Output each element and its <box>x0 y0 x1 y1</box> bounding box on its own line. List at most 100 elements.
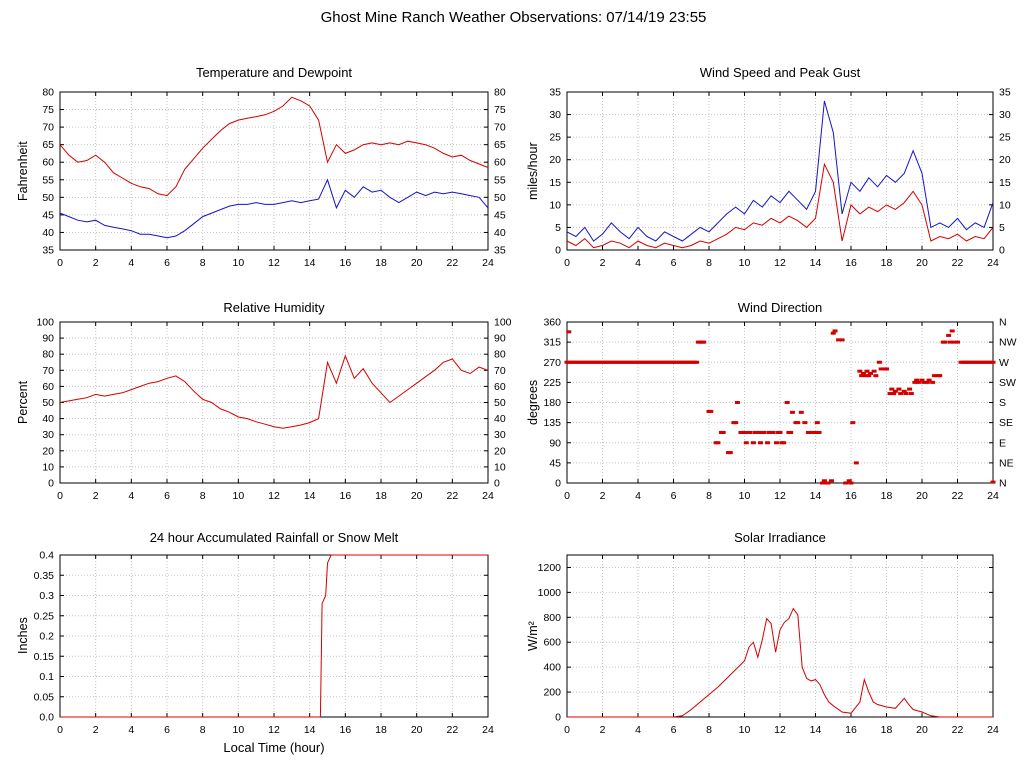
svg-text:0.25: 0.25 <box>34 610 55 622</box>
page-title: Ghost Mine Ranch Weather Observations: 0… <box>320 9 707 26</box>
svg-text:0.4: 0.4 <box>39 550 54 562</box>
svg-text:0.05: 0.05 <box>34 691 55 703</box>
series-wind-speed <box>566 162 994 249</box>
svg-text:8: 8 <box>200 724 206 736</box>
svg-text:8: 8 <box>200 490 206 502</box>
svg-text:12: 12 <box>268 724 280 736</box>
svg-text:20: 20 <box>411 257 423 269</box>
svg-text:5: 5 <box>999 222 1005 234</box>
svg-text:20: 20 <box>916 257 928 269</box>
svg-text:14: 14 <box>810 257 822 269</box>
svg-text:0.15: 0.15 <box>34 651 55 663</box>
svg-text:6: 6 <box>164 490 170 502</box>
svg-text:20: 20 <box>916 724 928 736</box>
tick-labels: 0102030405060708090100010203040506070809… <box>36 317 511 503</box>
rainfall-chart: 0.0 0.05 0.1 0.15 0.2 0.25 0.3 0.35 0.4 0 2 4 6 8 10 12… <box>0 520 513 772</box>
svg-text:20: 20 <box>999 154 1011 166</box>
svg-text:18: 18 <box>375 257 387 269</box>
wind-speed-gust-chart: 0 5 10 15 20 25 30 35 0 5 10 15 20 25 30 35 0 2 4 6 8 10 12 14 1… <box>514 55 1027 270</box>
svg-text:70: 70 <box>494 122 506 134</box>
wind-direction-chart: 0 45 90 135 180 225 270 315 360 N NE E SE S SW W NW N 0 2 4 6… <box>514 290 1027 505</box>
svg-text:50: 50 <box>42 192 54 204</box>
svg-text:12: 12 <box>774 490 786 502</box>
svg-text:SW: SW <box>999 377 1016 389</box>
svg-text:225: 225 <box>543 377 561 389</box>
relative-humidity-plot: 0102030405060708090100010203040506070809… <box>36 317 511 503</box>
rainfall-plot: 0.00.050.10.150.20.250.30.350.40 2 4 6 8 10 12… <box>34 550 494 737</box>
x-axis-label-local-time: Local Time (hour) <box>223 740 325 755</box>
gridlines <box>566 555 994 718</box>
svg-text:18: 18 <box>375 490 387 502</box>
tick-marks <box>566 555 994 718</box>
y-axis-label-fahrenheit: Fahrenheit <box>16 141 30 201</box>
svg-text:35: 35 <box>999 87 1011 99</box>
series-humidity <box>59 354 489 429</box>
svg-text:0: 0 <box>57 257 63 269</box>
svg-text:6: 6 <box>671 724 677 736</box>
svg-text:75: 75 <box>494 104 506 116</box>
svg-text:0: 0 <box>494 478 500 490</box>
svg-text:90: 90 <box>494 333 506 345</box>
chart-title-wind-direction: Wind Direction <box>737 300 823 315</box>
svg-text:0: 0 <box>48 478 54 490</box>
svg-text:8: 8 <box>706 724 712 736</box>
svg-text:20: 20 <box>411 724 423 736</box>
svg-text:0: 0 <box>564 257 570 269</box>
svg-text:100: 100 <box>494 317 512 329</box>
svg-text:15: 15 <box>999 177 1011 189</box>
svg-text:70: 70 <box>42 122 54 134</box>
svg-text:35: 35 <box>549 87 561 99</box>
svg-text:600: 600 <box>543 637 561 649</box>
svg-text:80: 80 <box>42 87 54 99</box>
svg-text:10: 10 <box>232 490 244 502</box>
svg-text:16: 16 <box>339 490 351 502</box>
y-axis-label-inches: Inches <box>16 617 30 655</box>
svg-text:200: 200 <box>543 687 561 699</box>
svg-text:10: 10 <box>42 461 54 473</box>
svg-text:25: 25 <box>999 132 1011 144</box>
series-peak-gust <box>566 100 994 242</box>
svg-text:4: 4 <box>635 490 641 502</box>
svg-text:4: 4 <box>128 724 134 736</box>
svg-text:60: 60 <box>42 381 54 393</box>
svg-text:30: 30 <box>494 429 506 441</box>
svg-text:100: 100 <box>36 317 54 329</box>
svg-text:360: 360 <box>543 317 561 329</box>
svg-text:14: 14 <box>304 724 316 736</box>
svg-text:40: 40 <box>494 413 506 425</box>
svg-text:0.1: 0.1 <box>39 671 54 683</box>
svg-text:40: 40 <box>42 413 54 425</box>
svg-text:25: 25 <box>549 132 561 144</box>
svg-text:22: 22 <box>446 724 458 736</box>
svg-text:22: 22 <box>446 490 458 502</box>
svg-text:400: 400 <box>543 662 561 674</box>
svg-text:270: 270 <box>543 357 561 369</box>
svg-text:16: 16 <box>845 490 857 502</box>
svg-text:0: 0 <box>564 724 570 736</box>
svg-text:0: 0 <box>564 490 570 502</box>
svg-text:12: 12 <box>268 490 280 502</box>
svg-text:24: 24 <box>987 257 999 269</box>
chart-title-temperature: Temperature and Dewpoint <box>195 65 353 80</box>
svg-text:0: 0 <box>555 712 561 724</box>
svg-text:W: W <box>999 357 1009 369</box>
svg-text:16: 16 <box>339 257 351 269</box>
gridlines <box>566 321 994 484</box>
svg-text:30: 30 <box>999 109 1011 121</box>
svg-text:5: 5 <box>555 222 561 234</box>
tick-labels: 3540455055606570758035404550556065707580… <box>42 87 506 270</box>
temperature-dewpoint-plot: 3540455055606570758035404550556065707580… <box>42 87 506 270</box>
svg-text:N: N <box>999 478 1007 490</box>
svg-text:40: 40 <box>42 227 54 239</box>
svg-text:10: 10 <box>494 461 506 473</box>
svg-text:10: 10 <box>739 724 751 736</box>
svg-text:SE: SE <box>999 417 1013 429</box>
svg-text:30: 30 <box>42 429 54 441</box>
svg-text:70: 70 <box>42 365 54 377</box>
gridlines <box>59 91 489 251</box>
svg-text:315: 315 <box>543 337 561 349</box>
